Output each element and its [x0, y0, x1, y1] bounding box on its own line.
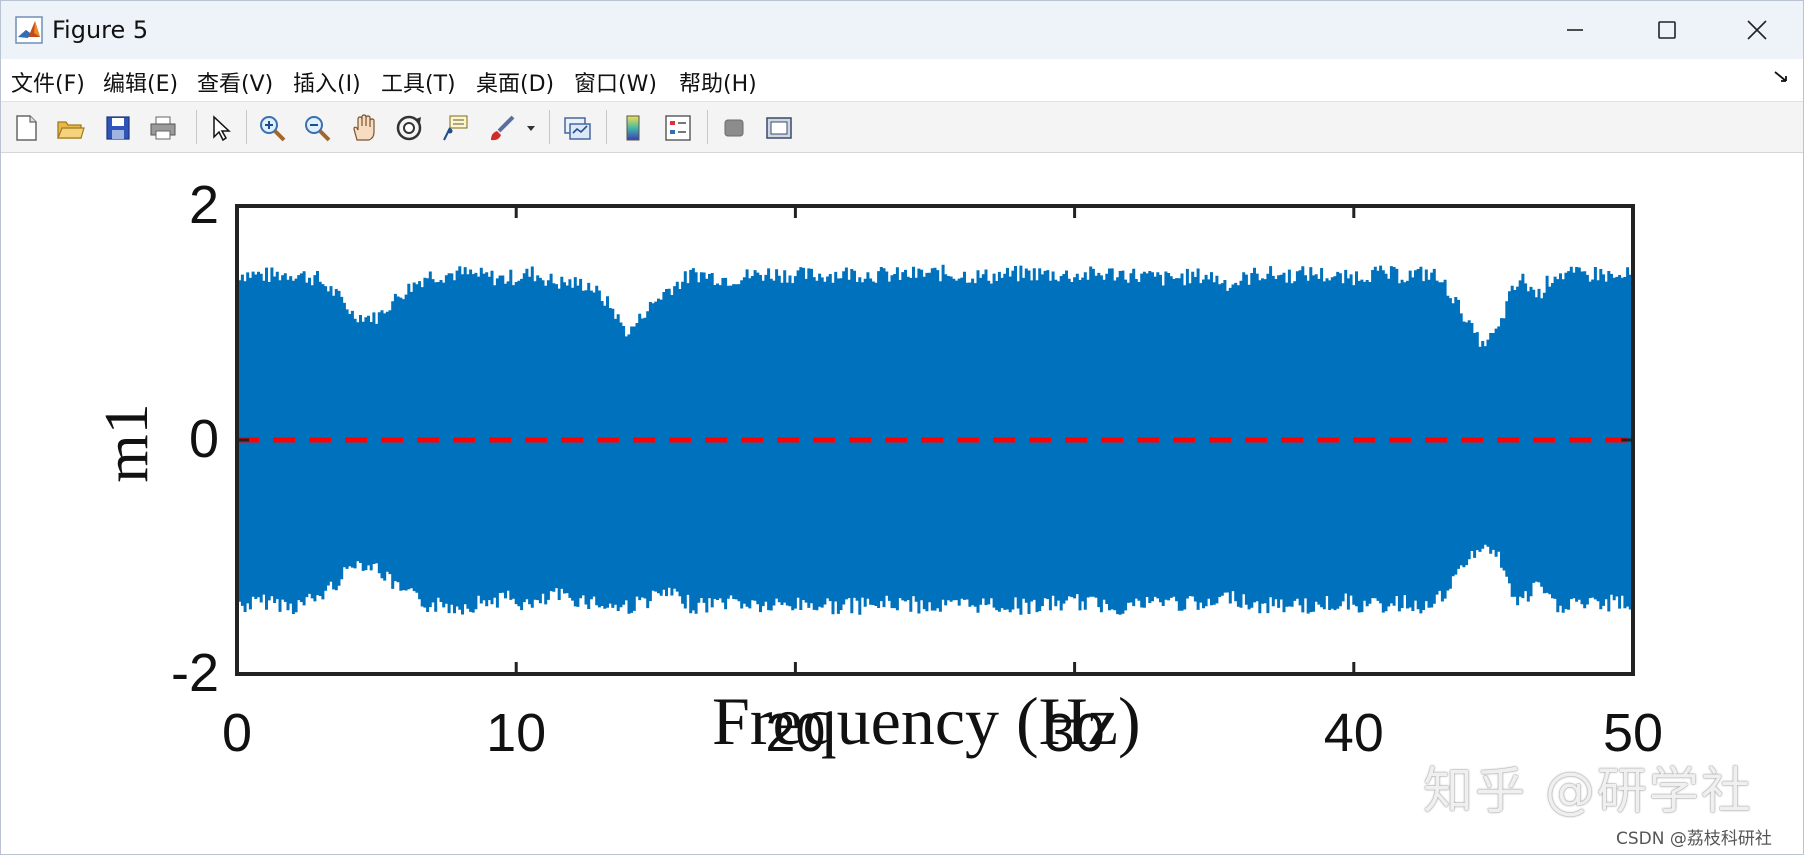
zhihu-watermark: 知乎 @研学社: [1423, 762, 1753, 820]
data-cursor-button[interactable]: [438, 111, 472, 145]
menu-tools[interactable]: 工具(T): [381, 72, 456, 97]
brush-dropdown[interactable]: [523, 111, 539, 145]
pointer-icon: [213, 115, 231, 142]
zoom-out-button[interactable]: [300, 111, 334, 145]
menu-desktop[interactable]: 桌面(D): [476, 72, 555, 97]
menu-view[interactable]: 查看(V): [197, 72, 274, 97]
open-file-icon: [57, 121, 85, 139]
zoom-in-button[interactable]: [255, 111, 289, 145]
toolbar-separator: [707, 110, 708, 144]
toolbar-separator: [196, 110, 197, 144]
save-button[interactable]: [101, 111, 135, 145]
toolbar-separator: [606, 110, 607, 144]
figure-canvas[interactable]: 2 0 -2 0 10 20 30 40 50 Frequency (Hz) m…: [1, 153, 1803, 854]
menu-window[interactable]: 窗口(W): [574, 72, 657, 97]
zoom-out-icon: [305, 116, 331, 142]
toolbar-separator: [246, 110, 247, 144]
rotate-3d-button[interactable]: [392, 111, 426, 145]
pan-button[interactable]: [346, 111, 380, 145]
y-tick-label: 0: [188, 409, 219, 469]
link-plot-button[interactable]: [560, 111, 594, 145]
x-tick-label: 40: [1323, 703, 1384, 763]
csdn-credit: CSDN @荔枝科研社: [1616, 829, 1772, 849]
menu-help[interactable]: 帮助(H): [679, 72, 757, 97]
x-tick-label: 50: [1602, 703, 1664, 763]
title-bar[interactable]: Figure 5: [1, 1, 1803, 59]
print-icon: [150, 116, 176, 140]
zoom-in-icon: [260, 116, 286, 142]
figure-toolbar: [1, 101, 1803, 153]
open-file-button[interactable]: [53, 111, 87, 145]
menu-file[interactable]: 文件(F): [11, 72, 85, 97]
show-plot-tools-button[interactable]: [762, 111, 796, 145]
colorbar-icon: [626, 115, 640, 141]
matlab-logo-icon: [15, 16, 43, 44]
minimize-button[interactable]: [1529, 1, 1621, 59]
menu-insert[interactable]: 插入(I): [293, 72, 361, 97]
brush-button[interactable]: [485, 111, 519, 145]
y-tick-label: 2: [188, 175, 219, 235]
brush-icon: [491, 115, 515, 141]
y-tick-label: -2: [170, 643, 219, 703]
close-button[interactable]: [1711, 1, 1803, 59]
x-tick-label: 30: [1044, 703, 1105, 763]
new-figure-icon: [16, 115, 37, 141]
window-title: Figure 5: [52, 16, 149, 44]
save-icon: [106, 116, 130, 140]
pointer-button[interactable]: [204, 111, 238, 145]
colorbar-button[interactable]: [616, 111, 650, 145]
data-cursor-icon: [443, 115, 468, 141]
minimize-icon: [1567, 29, 1583, 31]
x-axis-label: Frequency (Hz): [712, 683, 1141, 759]
x-tick-label: 20: [765, 703, 826, 763]
x-tick-label: 0: [221, 703, 253, 763]
rotate-3d-icon: [396, 115, 422, 141]
hide-plot-tools-button[interactable]: [717, 111, 751, 145]
x-tick-label: 10: [486, 703, 547, 763]
new-figure-button[interactable]: [9, 111, 43, 145]
show-plot-tools-icon: [766, 117, 792, 139]
dock-figure-icon[interactable]: [1773, 69, 1789, 85]
maximize-icon: [1658, 21, 1676, 39]
maximize-button[interactable]: [1621, 1, 1713, 59]
chevron-down-icon: [527, 126, 535, 131]
axis-ticks: [235, 204, 1635, 676]
y-axis-label: m1: [93, 403, 161, 483]
close-icon: [1747, 20, 1767, 40]
print-button[interactable]: [146, 111, 180, 145]
legend-icon: [665, 115, 691, 141]
menu-bar: 文件(F) 编辑(E) 查看(V) 插入(I) 工具(T) 桌面(D) 窗口(W…: [1, 59, 1803, 101]
legend-button[interactable]: [661, 111, 695, 145]
pan-hand-icon: [353, 114, 375, 141]
link-plot-icon: [564, 117, 591, 140]
toolbar-separator: [549, 110, 550, 144]
plot-area[interactable]: [1, 153, 1803, 854]
menu-edit[interactable]: 编辑(E): [103, 72, 179, 97]
hide-plot-tools-icon: [724, 119, 744, 137]
